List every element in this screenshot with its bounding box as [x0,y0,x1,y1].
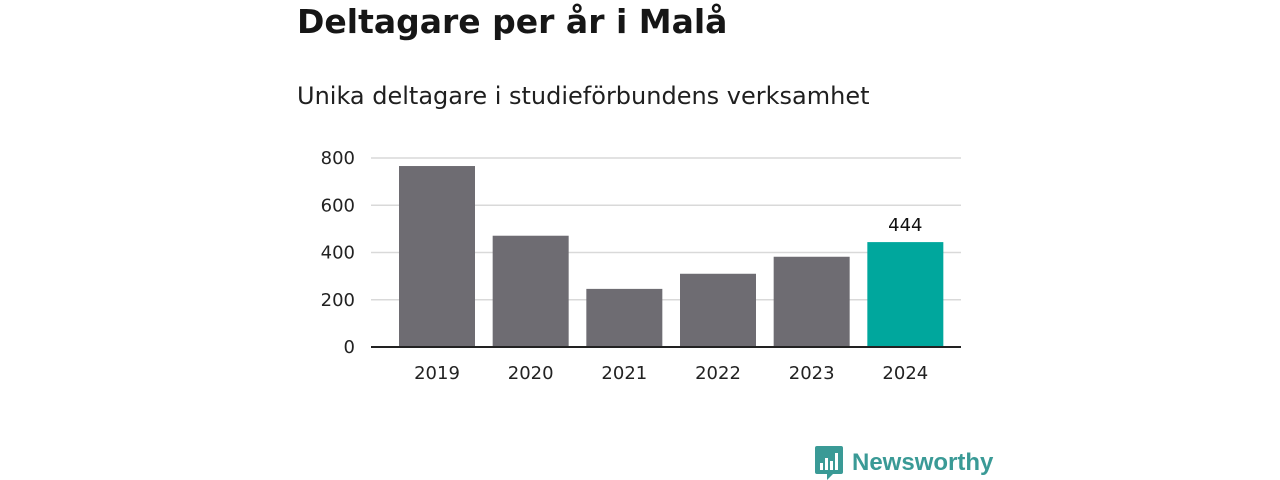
x-tick-label: 2024 [882,363,928,384]
y-tick-label: 400 [321,243,355,264]
brand-name: Newsworthy [852,449,994,476]
x-tick-label: 2022 [695,363,741,384]
chart-subtitle: Unika deltagare i studieförbundens verks… [297,82,870,110]
newsworthy-logo[interactable]: Newsworthy [815,446,993,480]
x-tick-label: 2023 [789,363,835,384]
x-tick-label: 2021 [601,363,647,384]
bar-2019 [399,166,475,347]
x-tick-label: 2019 [414,363,460,384]
y-tick-label: 600 [321,195,355,216]
y-tick-label: 0 [344,337,355,358]
bar-2020 [492,235,569,347]
bar-2021 [586,288,663,347]
x-tick-label: 2020 [508,363,554,384]
y-tick-label: 200 [321,290,355,311]
y-tick-label: 800 [321,148,355,169]
bar-chart-speech-icon [815,446,843,480]
bar-2022 [680,273,756,347]
data-label: 444 [888,215,922,236]
bar-2023 [773,256,850,347]
bar-chart: 0 200 400 600 800 2019 2020 2021 2022 2023 2024 444 [321,148,961,384]
bar-2024 [867,242,944,347]
chart-title: Deltagare per år i Malå [297,2,728,41]
